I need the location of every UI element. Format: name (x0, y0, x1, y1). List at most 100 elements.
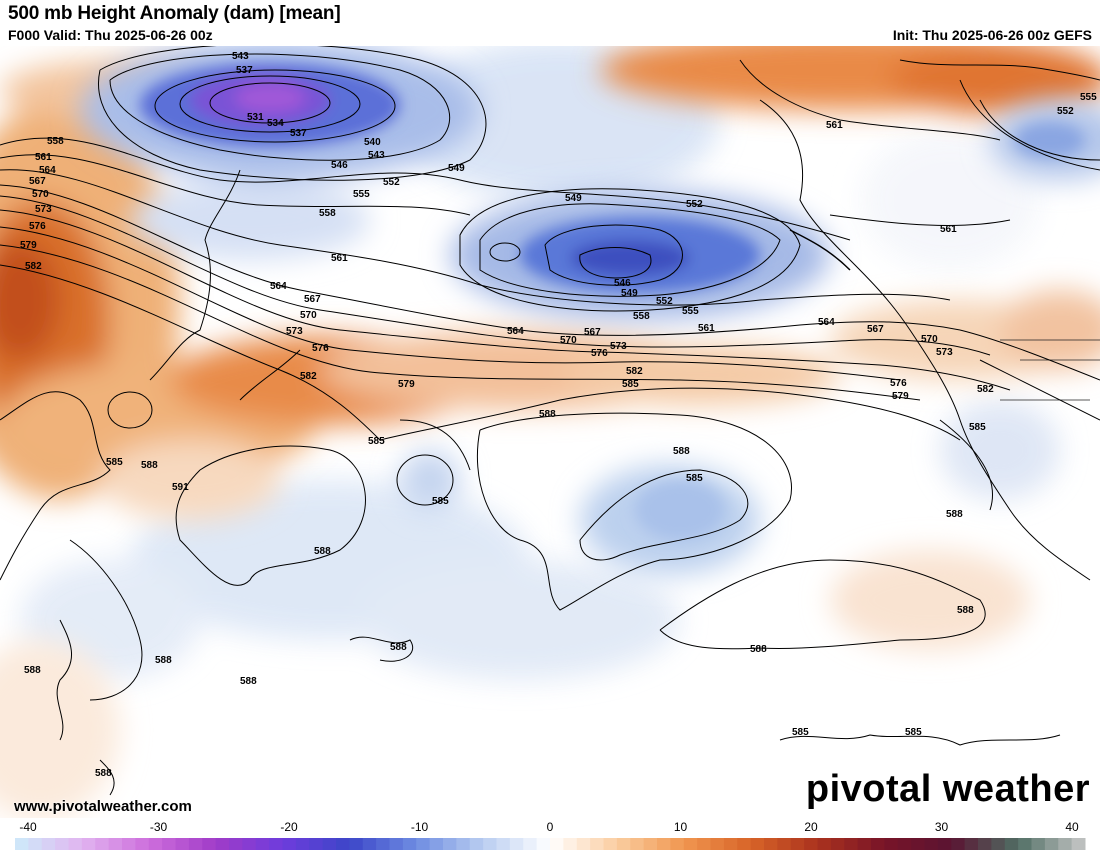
colorbar-cell (148, 838, 163, 850)
contour-label: 585 (432, 496, 449, 507)
colorbar-cell (108, 838, 123, 850)
colorbar-cell (790, 838, 805, 850)
colorbar-cell (1031, 838, 1046, 850)
contour-label: 546 (331, 160, 348, 171)
contour-label: 558 (319, 208, 336, 219)
contour-label: 588 (673, 446, 690, 457)
contour-label: 531 (247, 112, 264, 123)
colorbar-cell (844, 838, 859, 850)
map-header: 500 mb Height Anomaly (dam) [mean] F000 … (0, 0, 1100, 46)
colorbar-cell (402, 838, 417, 850)
colorbar-cell (657, 838, 671, 850)
contour-label: 579 (398, 379, 415, 390)
colorbar-cell (630, 838, 645, 850)
contour-label: 570 (560, 335, 577, 346)
colorbar-cell (710, 838, 725, 850)
site-url[interactable]: www.pivotalweather.com (14, 798, 192, 815)
colorbar-cell (924, 838, 939, 850)
colorbar-cell (978, 838, 992, 850)
contour-label: 564 (507, 326, 524, 337)
contour-label: 561 (826, 120, 843, 131)
contour-label: 570 (921, 334, 938, 345)
anomaly-shading (0, 46, 1100, 818)
contour-label: 591 (172, 482, 189, 493)
contour-label: 573 (936, 347, 953, 358)
colorbar-cell (723, 838, 738, 850)
contour-label: 585 (792, 727, 809, 738)
contour-label: 561 (35, 152, 52, 163)
contour-label: 552 (383, 177, 400, 188)
colorbar-cell (550, 838, 564, 850)
contour-label: 588 (155, 655, 172, 666)
colorbar-cell (1058, 838, 1073, 850)
colorbar-ticks: -40 -30 -20 -10 0 10 20 30 40 (19, 820, 1079, 834)
colorbar-cell (295, 838, 310, 850)
contour-label: 588 (240, 676, 257, 687)
contour-label: 564 (818, 317, 835, 328)
contour-label: 555 (1080, 92, 1097, 103)
colorbar-cell (523, 838, 538, 850)
contour-label: 561 (331, 253, 348, 264)
colorbar-cell (81, 838, 96, 850)
contour-label: 585 (622, 379, 639, 390)
colorbar-cell (162, 838, 176, 850)
colorbar-tick-label: 30 (935, 820, 949, 834)
colorbar-cell (28, 838, 43, 850)
contour-label: 588 (946, 509, 963, 520)
colorbar-cell (830, 838, 845, 850)
colorbar-cell (911, 838, 925, 850)
colorbar-cell (188, 838, 203, 850)
contour-label: 588 (957, 605, 974, 616)
colorbar-cell (41, 838, 56, 850)
colorbar-cell (683, 838, 698, 850)
colorbar-cell (817, 838, 832, 850)
contour-label: 579 (892, 391, 909, 402)
colorbar-cell (135, 838, 150, 850)
contour-label: 582 (300, 371, 317, 382)
contour-label: 543 (232, 51, 249, 62)
contour-label: 585 (969, 422, 986, 433)
colorbar-tick-label: 40 (1065, 820, 1079, 834)
colorbar-tick-label: -20 (280, 820, 298, 834)
colorbar-cell (951, 838, 966, 850)
contour-label: 561 (940, 224, 957, 235)
contour-label: 573 (610, 341, 627, 352)
colorbar-cell (336, 838, 350, 850)
colorbar-cell (469, 838, 484, 850)
colorbar-cell (202, 838, 217, 850)
map-title: 500 mb Height Anomaly (dam) [mean] (8, 3, 341, 24)
contour-label: 588 (24, 665, 41, 676)
contour-label: 576 (890, 378, 907, 389)
contour-label: 585 (686, 473, 703, 484)
colorbar-cell (362, 838, 377, 850)
contour-label: 570 (300, 310, 317, 321)
colorbar-cell (991, 838, 1006, 850)
contour-label: 552 (686, 199, 703, 210)
colorbar-cell (897, 838, 912, 850)
colorbar-cell (764, 838, 778, 850)
colorbar-cell (1004, 838, 1019, 850)
colorbar-tick-label: 0 (547, 820, 554, 834)
colorbar-cell (242, 838, 257, 850)
contour-label: 567 (584, 327, 601, 338)
contour-label: 549 (565, 193, 582, 204)
contour-label: 588 (750, 644, 767, 655)
colorbar-cell (857, 838, 872, 850)
contour-label: 585 (368, 436, 385, 447)
init-time: Init: Thu 2025-06-26 00z GEFS (892, 27, 1092, 43)
colorbar-tick-label: -40 (19, 820, 37, 834)
contour-label: 552 (656, 296, 673, 307)
contour-label: 537 (290, 128, 307, 139)
contour-label: 588 (141, 460, 158, 471)
colorbar-cell (777, 838, 792, 850)
contour-label: 588 (539, 409, 556, 420)
colorbar-cell (670, 838, 685, 850)
colorbar-cell (804, 838, 818, 850)
contour-label: 576 (591, 348, 608, 359)
colorbar-cell (884, 838, 899, 850)
contour-label: 573 (35, 204, 52, 215)
contour-labels: 543 537 531 534 537 540 543 546 549 552 … (20, 51, 1097, 779)
colorbar-cell (603, 838, 618, 850)
contour-label: 537 (236, 65, 253, 76)
colorbar-cell (229, 838, 243, 850)
